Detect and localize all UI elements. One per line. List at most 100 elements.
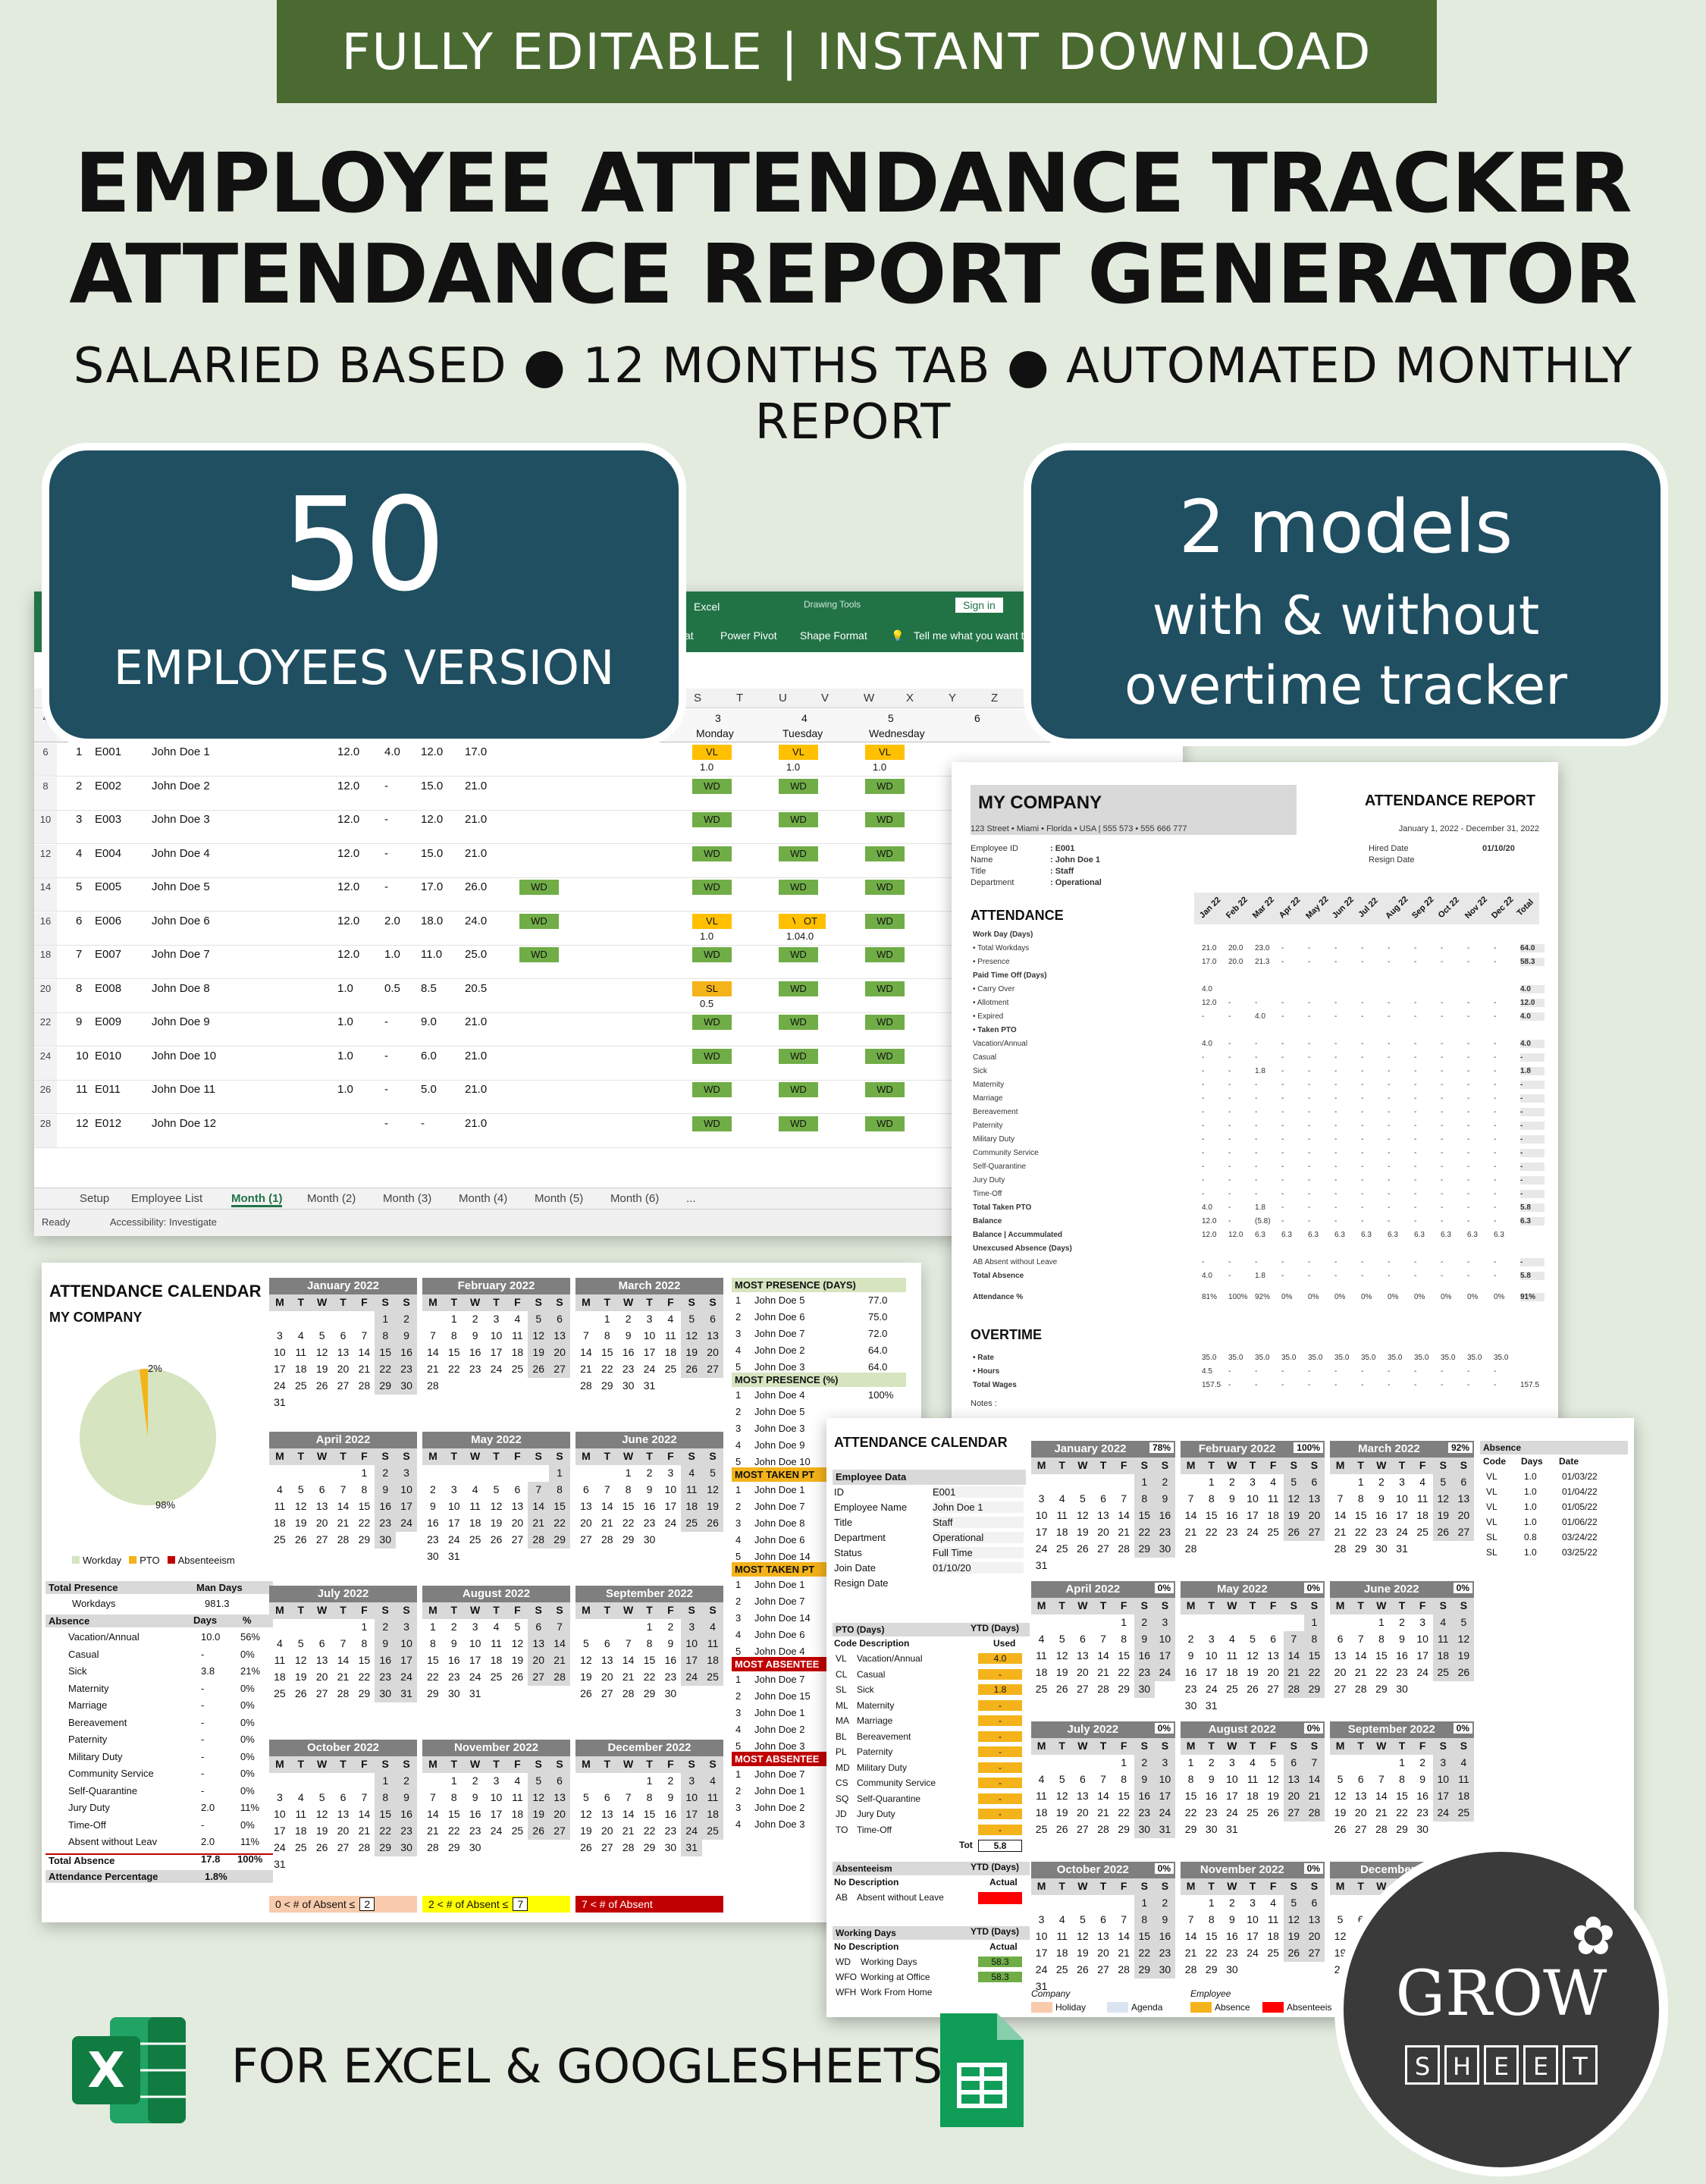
calendar-day: 18 <box>1035 1806 1048 1818</box>
calendar-day: 3 <box>277 1791 283 1803</box>
pto-used-value: - <box>978 1824 1022 1835</box>
report-cell: 1.8 <box>1520 1067 1544 1075</box>
calendar-day: 12 <box>1267 1773 1279 1785</box>
day-number: 5 <box>888 712 894 724</box>
weekday-label: T <box>1350 1738 1372 1755</box>
calendar-day: 1 <box>1121 1756 1127 1768</box>
report-cell: - <box>1388 1122 1391 1130</box>
pto-desc: Bereavement <box>857 1731 911 1742</box>
pto-code: BL <box>836 1731 847 1742</box>
calendar-day: 7 <box>340 1483 347 1495</box>
working-actual: Actual <box>989 1941 1018 1952</box>
sheet-tab[interactable]: Month (3) <box>383 1192 432 1205</box>
calendar-day: 5 <box>528 1311 550 1328</box>
calendar-day: 24 <box>681 1823 703 1840</box>
report-cell: - <box>1255 1040 1258 1048</box>
tell-me-search[interactable]: Tell me what you want t <box>914 629 1024 642</box>
sheet-tab[interactable]: Month (5) <box>535 1192 584 1205</box>
power-pivot-tab[interactable]: Power Pivot <box>720 629 777 642</box>
calendar-day: 11 <box>1056 1509 1068 1521</box>
employee-field-value: Staff <box>933 1517 1024 1528</box>
sheet-tab[interactable]: Month (1) <box>231 1192 283 1207</box>
sheet-tab[interactable]: Setup <box>80 1192 110 1205</box>
report-month: Nov 22 <box>1463 895 1490 921</box>
ranking-name: John Doe 1 <box>754 1484 805 1495</box>
report-cell: - <box>1281 1163 1284 1171</box>
sheet-tab[interactable]: Month (2) <box>307 1192 356 1205</box>
report-row-label: • Presence <box>973 958 1010 966</box>
calendar-day: 22 <box>447 1363 460 1375</box>
calendar-day: 16 <box>1154 1508 1175 1524</box>
emp-id: E005 <box>95 880 122 893</box>
calendar-day: 9 <box>430 1500 436 1512</box>
day-hours: 1.0 <box>700 761 714 773</box>
calendar-day: 5 <box>1283 1474 1304 1491</box>
working-days-title: Working Days <box>833 1926 1030 1940</box>
calendar-day: 26 <box>1283 1945 1304 1962</box>
calendar-day: 19 <box>1334 1806 1347 1818</box>
calendar-day: 5 <box>297 1483 304 1495</box>
calendar-day: 4 <box>667 1313 674 1325</box>
day-mark: WD <box>779 1116 818 1131</box>
report-cell: - <box>1441 958 1444 966</box>
calendar-day: 2 <box>450 1621 457 1633</box>
weekday-label: F <box>506 1294 528 1311</box>
calendar-day: 13 <box>601 1808 613 1820</box>
weekday-label: T <box>443 1756 465 1773</box>
calendar-day: 5 <box>1250 1633 1256 1645</box>
calendar-day: 10 <box>664 1483 677 1495</box>
report-cell: - <box>1281 1094 1284 1103</box>
calendar-day: 20 <box>1334 1666 1347 1678</box>
report-cell: - <box>1520 1258 1544 1266</box>
weekday-label: S <box>1283 1458 1304 1474</box>
day-mark: WD <box>519 913 559 929</box>
accessibility-status[interactable]: Accessibility: Investigate <box>110 1216 217 1228</box>
calendar-day: 23 <box>1205 1806 1218 1818</box>
weekday-label: T <box>596 1294 618 1311</box>
calendar-day: 15 <box>549 1498 570 1515</box>
day-hours: 1.0 <box>873 761 887 773</box>
month-header: January 2022 78% <box>1031 1441 1175 1458</box>
absence-pct: 56% <box>240 1631 261 1643</box>
sheet-tab[interactable]: ... <box>686 1192 696 1205</box>
sheet-tab[interactable]: Employee List <box>131 1192 203 1205</box>
ribbon-format-fragment[interactable]: at <box>685 629 694 642</box>
calendar-day: 15 <box>1375 1649 1388 1662</box>
overtime-cell: 35.0 <box>1228 1354 1243 1362</box>
calendar-day: 31 <box>469 1687 481 1699</box>
report-field-value: : E001 <box>1050 844 1075 853</box>
shape-format-tab[interactable]: Shape Format <box>800 629 867 642</box>
calendar-day: 28 <box>1118 1542 1130 1555</box>
weekday-label: T <box>1052 1598 1073 1614</box>
day-mark: WD <box>692 846 732 861</box>
weekday-label: F <box>1412 1598 1433 1614</box>
calendar-day: 25 <box>1453 1805 1474 1822</box>
sheet-tab[interactable]: Month (6) <box>610 1192 660 1205</box>
report-cell: - <box>1361 1176 1364 1185</box>
ranking-name: John Doe 3 <box>754 1423 805 1434</box>
day-mark: WD <box>692 1116 732 1131</box>
calendar-day: 10 <box>1154 1771 1175 1788</box>
column-letter: Y <box>949 692 957 704</box>
calendar-day: 29 <box>1375 1683 1388 1695</box>
month-header: July 2022 <box>269 1586 417 1602</box>
calendar-day: 20 <box>337 1363 350 1375</box>
weekday-label: T <box>1201 1878 1222 1895</box>
pto-desc: Maternity <box>857 1699 895 1711</box>
calendar-day: 6 <box>604 1637 610 1649</box>
calendar-day: 19 <box>1283 1508 1304 1524</box>
calendar-day: 26 <box>511 1671 524 1683</box>
legend-swatch <box>129 1556 137 1564</box>
calendar-day: 5 <box>297 1637 304 1649</box>
ranking-rank: 4 <box>735 1345 742 1356</box>
calendar-day: 11 <box>681 1482 703 1498</box>
calendar-day: 28 <box>1375 1823 1388 1835</box>
calendar-day: 13 <box>337 1808 350 1820</box>
sign-in-button[interactable]: Sign in <box>955 598 1003 613</box>
row-number: 28 <box>34 1114 57 1147</box>
overtime-cell: - <box>1494 1367 1497 1376</box>
report-cell: - <box>1308 1108 1311 1116</box>
sheet-tab[interactable]: Month (4) <box>459 1192 508 1205</box>
calendar-day: 20 <box>1303 1508 1325 1524</box>
